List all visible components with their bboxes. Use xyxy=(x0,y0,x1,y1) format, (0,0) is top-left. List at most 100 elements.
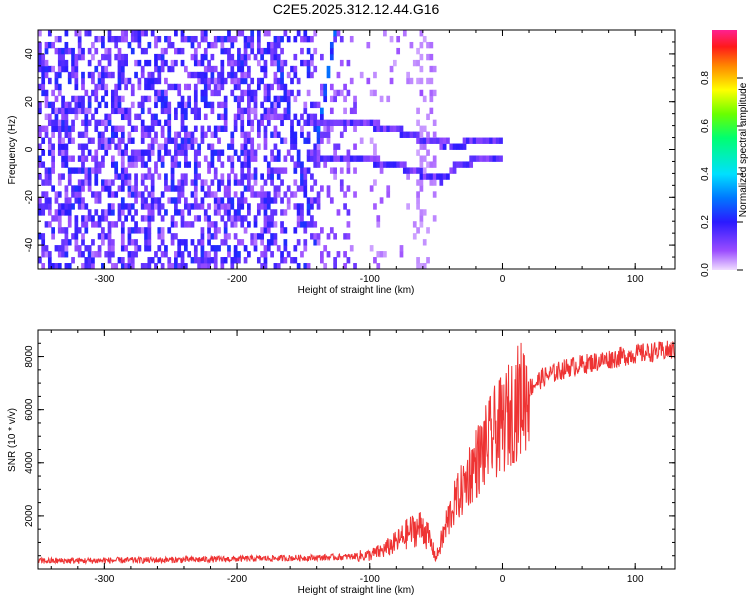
heatmap-cell xyxy=(193,251,198,258)
heatmap-cell xyxy=(402,30,407,37)
heatmap-cell xyxy=(273,35,278,43)
heatmap-cell xyxy=(426,41,430,49)
heatmap-cell xyxy=(94,221,99,228)
heatmap-cell xyxy=(280,119,284,127)
heatmap-cell xyxy=(170,233,175,240)
heatmap-cell xyxy=(160,143,165,150)
heatmap-cell xyxy=(237,179,241,186)
heatmap-cell xyxy=(223,107,228,115)
heatmap-cell xyxy=(127,179,132,186)
heatmap-cell xyxy=(479,155,483,162)
heatmap-cell xyxy=(333,149,337,156)
heatmap-cell xyxy=(339,59,344,67)
heatmap-cell xyxy=(260,53,265,61)
heatmap-cell xyxy=(107,53,112,61)
heatmap-cell xyxy=(376,161,381,168)
heatmap-cell xyxy=(333,155,337,162)
heatmap-cell xyxy=(87,245,92,252)
heatmap-cell xyxy=(273,125,278,132)
heatmap-cell xyxy=(359,137,364,144)
heatmap-cell xyxy=(303,221,308,228)
heatmap-cell xyxy=(286,197,291,204)
heatmap-cell xyxy=(190,239,195,246)
heatmap-cell xyxy=(174,233,178,240)
heatmap-cell xyxy=(353,119,357,127)
heatmap-cell xyxy=(270,149,274,156)
heatmap-cell xyxy=(323,125,328,132)
heatmap-cell xyxy=(227,185,231,192)
heatmap-cell xyxy=(117,143,122,150)
heatmap-cell xyxy=(416,77,420,85)
x-tick-label: -300 xyxy=(94,574,114,585)
heatmap-cell xyxy=(177,47,182,55)
heatmap-cell xyxy=(220,77,225,85)
heatmap-cell xyxy=(134,59,138,67)
heatmap-cell xyxy=(154,119,158,127)
heatmap-cell xyxy=(329,119,334,127)
heatmap-cell xyxy=(207,59,211,67)
heatmap-cell xyxy=(190,179,195,186)
heatmap-cell xyxy=(233,95,238,103)
heatmap-cell xyxy=(150,77,155,85)
heatmap-cell xyxy=(233,257,238,264)
heatmap-cell xyxy=(114,107,119,115)
heatmap-cell xyxy=(193,47,198,55)
heatmap-cell xyxy=(154,131,158,138)
heatmap-cell xyxy=(97,101,102,109)
heatmap-cell xyxy=(227,179,231,186)
heatmap-cell xyxy=(150,197,155,204)
heatmap-cell xyxy=(260,239,265,246)
heatmap-cell xyxy=(97,59,102,67)
heatmap-cell xyxy=(104,137,109,144)
heatmap-cell xyxy=(316,203,321,210)
heatmap-cell xyxy=(77,131,82,138)
heatmap-cell xyxy=(217,71,221,79)
heatmap-cell xyxy=(174,149,178,156)
heatmap-cell xyxy=(54,71,59,79)
heatmap-cell xyxy=(270,251,274,258)
heatmap-cell xyxy=(180,215,185,222)
heatmap-cell xyxy=(369,185,374,192)
heatmap-cell xyxy=(260,101,265,109)
heatmap-cell xyxy=(250,155,255,162)
heatmap-cell xyxy=(64,59,69,67)
heatmap-cell xyxy=(47,179,52,186)
heatmap-cell xyxy=(217,203,221,210)
heatmap-cell xyxy=(349,245,354,252)
heatmap-cell xyxy=(144,197,148,204)
heatmap-cell xyxy=(174,143,178,150)
heatmap-cell xyxy=(283,191,288,198)
heatmap-cell xyxy=(353,101,357,109)
heatmap-cell xyxy=(313,233,318,240)
heatmap-cell xyxy=(266,47,271,55)
heatmap-cell xyxy=(64,143,69,150)
heatmap-cell xyxy=(429,179,434,186)
heatmap-cell xyxy=(213,263,218,269)
heatmap-cell xyxy=(174,221,178,228)
heatmap-cell xyxy=(266,107,271,115)
heatmap-cell xyxy=(167,131,172,138)
heatmap-cell xyxy=(61,209,65,216)
heatmap-cell xyxy=(94,191,99,198)
heatmap-cell xyxy=(203,257,208,264)
heatmap-cell xyxy=(97,167,102,174)
heatmap-cell xyxy=(442,173,447,180)
heatmap-cell xyxy=(213,149,218,156)
heatmap-cell xyxy=(286,185,291,192)
heatmap-cell xyxy=(237,77,241,85)
heatmap-cell xyxy=(147,77,152,85)
heatmap-cell xyxy=(446,137,450,144)
heatmap-cell xyxy=(353,167,357,174)
heatmap-cell xyxy=(114,167,119,174)
heatmap-cell xyxy=(217,125,221,132)
heatmap-cell xyxy=(203,77,208,85)
heatmap-cell xyxy=(223,233,228,240)
heatmap-cell xyxy=(263,65,268,73)
heatmap-cell xyxy=(313,30,318,37)
heatmap-cell xyxy=(193,161,198,168)
heatmap-cell xyxy=(150,137,155,144)
heatmap-cell xyxy=(280,221,284,228)
heatmap-cell xyxy=(263,155,268,162)
heatmap-cell xyxy=(316,137,321,144)
heatmap-cell xyxy=(81,161,85,168)
